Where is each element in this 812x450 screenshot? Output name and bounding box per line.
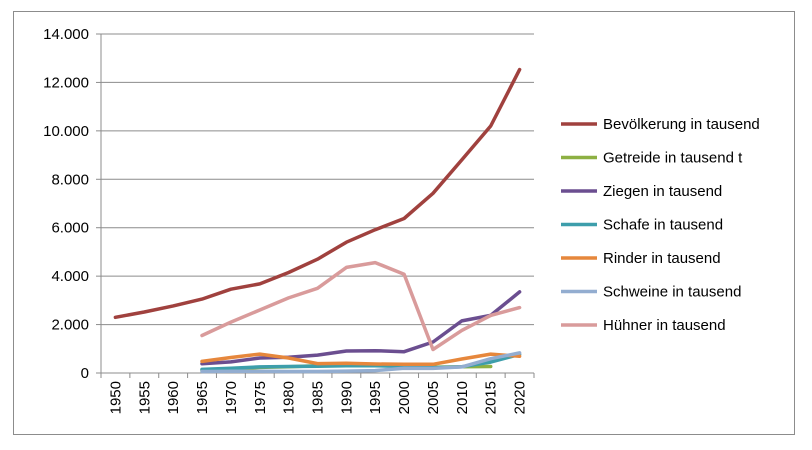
legend-label: Schafe in tausend — [603, 217, 723, 234]
y-tick-label: 4.000 — [51, 268, 89, 285]
series-line-6 — [200, 260, 522, 352]
legend-label: Schweine in tausend — [603, 284, 741, 301]
gridlines — [101, 33, 534, 326]
x-tick-label: 2020 — [512, 381, 529, 414]
x-tick-label: 1960 — [165, 381, 182, 414]
x-tick-label: 2010 — [454, 381, 471, 414]
x-tick-label: 1985 — [310, 381, 327, 414]
legend-label: Hühner in tausend — [603, 317, 726, 334]
series-lines — [113, 67, 522, 374]
line-chart: 0 2.000 4.000 6.000 8.000 10.000 12.000 14.000 1… — [43, 26, 760, 414]
legend-label: Rinder in tausend — [603, 250, 721, 267]
series-line-2 — [200, 290, 522, 366]
legend: Bevölkerung in tausend Getreide in tausen… — [561, 116, 760, 334]
x-tick-label: 1975 — [252, 381, 269, 414]
x-tick-label: 1995 — [367, 381, 384, 414]
axes: 0 2.000 4.000 6.000 8.000 10.000 12.000 14.000 1… — [43, 26, 535, 414]
x-tick-label: 1970 — [223, 381, 240, 414]
legend-label: Bevölkerung in tausend — [603, 116, 760, 133]
y-tick-label: 6.000 — [51, 220, 89, 237]
x-tick-label: 2015 — [483, 381, 500, 414]
legend-label: Ziegen in tausend — [603, 183, 722, 200]
series-line-0 — [113, 67, 522, 320]
x-tick-label: 2005 — [425, 381, 442, 414]
x-tick-label: 2000 — [396, 381, 413, 414]
series-line-5 — [200, 351, 522, 374]
series-line-4 — [200, 352, 522, 367]
y-tick-label: 14.000 — [43, 26, 89, 43]
y-tick-label: 2.000 — [51, 317, 89, 334]
y-tick-label: 10.000 — [43, 123, 89, 140]
x-tick-label: 1950 — [107, 381, 124, 414]
x-tick-label: 1965 — [194, 381, 211, 414]
x-tick-label: 1955 — [136, 381, 153, 414]
y-tick-label: 8.000 — [51, 171, 89, 188]
x-tick-label: 1980 — [281, 381, 298, 414]
x-tick-label: 1990 — [338, 381, 355, 414]
y-tick-label: 0 — [81, 365, 89, 382]
chart-frame: 0 2.000 4.000 6.000 8.000 10.000 12.000 14.000 1… — [13, 11, 795, 435]
y-tick-label: 12.000 — [43, 74, 89, 91]
legend-label: Getreide in tausend t — [603, 150, 743, 167]
